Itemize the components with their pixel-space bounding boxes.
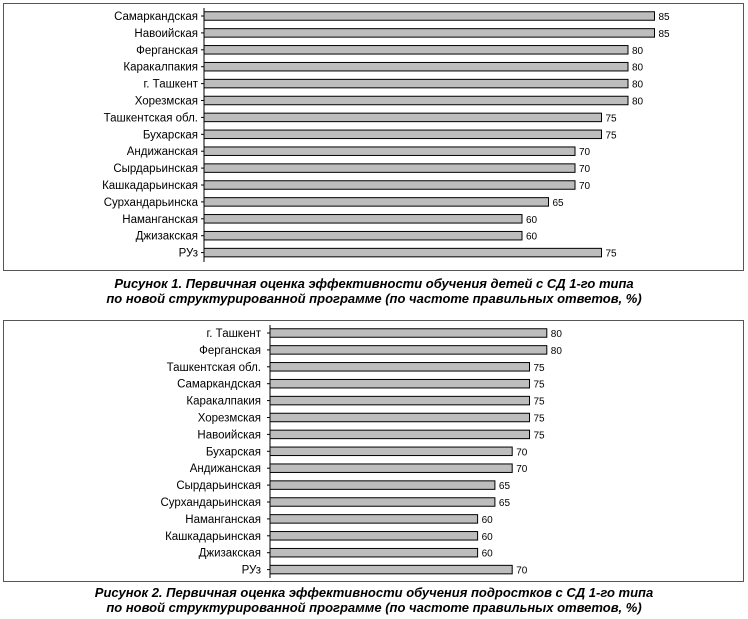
chart-2-caption-line-1: Рисунок 2. Первичная оценка эффективност… <box>94 585 654 600</box>
chart-2-bar <box>269 328 548 338</box>
chart-1-category-label: г. Ташкент <box>144 79 199 91</box>
chart-2-category-label: Самаркандская <box>177 379 261 391</box>
chart-1-category-label: Кашкадарьинская <box>102 180 198 192</box>
chart-1-value-label: 65 <box>553 198 565 209</box>
chart-2-bar <box>269 463 513 473</box>
chart-1-bar <box>203 230 523 241</box>
chart-2-bar <box>269 514 479 524</box>
chart-1-bar <box>203 112 602 123</box>
chart-1-category-label: Сурхандарьинска <box>104 197 199 209</box>
chart-1-bar <box>203 95 629 106</box>
chart-2-value-label: 65 <box>499 481 511 492</box>
chart-1-category-label: Самаркандская <box>114 11 198 23</box>
chart-2-category-label: Бухарская <box>206 446 261 458</box>
chart-2-category-label: Ташкентская обл. <box>167 362 261 374</box>
chart-2-category-label: Хорезмская <box>198 413 261 425</box>
chart-2-value-label: 75 <box>534 397 546 408</box>
chart-2-category-label: Андижанская <box>190 463 261 475</box>
chart-2-value-label: 75 <box>534 430 546 441</box>
chart-1-category-label: Ферганская <box>136 45 198 57</box>
chart-2-value-label: 70 <box>516 447 528 458</box>
chart-2-bar <box>269 547 479 558</box>
chart-2-value-label: 80 <box>551 346 563 357</box>
chart-1-category-label: Джизакская <box>136 231 198 243</box>
chart-1-caption: Рисунок 1. Первичная оценка эффективност… <box>0 276 748 306</box>
chart-2-bar <box>269 531 479 541</box>
chart-2-category-label: Ферганская <box>199 345 261 357</box>
chart-2-category-label: Сырдарьинская <box>176 480 261 492</box>
chart-1-value-label: 70 <box>579 164 591 175</box>
chart-1-caption-line-1: Рисунок 1. Первичная оценка эффективност… <box>114 276 634 291</box>
chart-2-bar <box>269 362 530 372</box>
chart-2-category-label: Сурхандарьинская <box>161 497 262 509</box>
chart-1-bar <box>203 214 523 224</box>
chart-1-caption-line-2: по новой структурированной программе (по… <box>106 291 642 306</box>
chart-2-category-label: Каракалпакия <box>186 396 261 408</box>
chart-2-value-label: 70 <box>516 566 528 577</box>
chart-2-bar <box>269 395 530 406</box>
chart-1-value-label: 60 <box>526 232 538 243</box>
chart-1-category-label: Сырдарьинская <box>113 163 198 175</box>
chart-1-bar <box>203 180 576 190</box>
chart-1-value-label: 85 <box>659 29 671 40</box>
chart-2-category-label: г. Ташкент <box>207 328 262 340</box>
chart-1-bar <box>203 163 576 173</box>
chart-1-value-label: 80 <box>632 63 644 74</box>
chart-2-category-label: Кашкадарьинская <box>165 531 261 543</box>
chart-2-value-label: 60 <box>482 515 494 526</box>
chart-2-value-label: 70 <box>516 464 528 475</box>
chart-2-bar <box>269 446 513 457</box>
chart-1-bar <box>203 129 602 140</box>
chart-2-caption: Рисунок 2. Первичная оценка эффективност… <box>0 585 748 615</box>
chart-2-category-label: Навоийская <box>197 429 261 441</box>
chart-1-bar <box>203 28 655 38</box>
chart-1-bar <box>203 146 576 156</box>
chart-1-category-label: Ташкентская обл. <box>104 112 198 124</box>
chart-1-value-label: 80 <box>632 80 644 91</box>
chart-1-bar <box>203 45 629 55</box>
chart-1-value-label: 75 <box>606 249 618 260</box>
chart-2-category-label: Джизакская <box>199 548 261 560</box>
chart-2-value-label: 80 <box>551 329 563 340</box>
chart-1-value-label: 70 <box>579 181 591 192</box>
chart-2-bar <box>269 480 496 490</box>
chart-1-category-label: Каракалпакия <box>123 62 198 74</box>
chart-2-value-label: 65 <box>499 498 511 509</box>
chart-2-value-label: 75 <box>534 363 546 374</box>
chart-2-value-label: 75 <box>534 414 546 425</box>
chart-1-value-label: 75 <box>606 113 618 124</box>
chart-1-bar <box>203 197 549 207</box>
chart-2-category-label: Наманганская <box>185 514 261 526</box>
chart-2-category-label: РУз <box>242 565 261 577</box>
chart-1-category-label: Наманганская <box>122 214 198 226</box>
chart-2-caption-line-2: по новой структурированной программе (по… <box>106 600 642 615</box>
chart-2-bar <box>269 564 513 575</box>
chart-1-category-label: РУз <box>179 248 198 260</box>
chart-1-value-label: 80 <box>632 97 644 108</box>
chart-2-bar <box>269 429 530 440</box>
chart-2-value-label: 60 <box>482 549 494 560</box>
chart-2-bar <box>269 345 548 355</box>
chart-1-category-label: Андижанская <box>127 146 198 158</box>
chart-2-value-label: 60 <box>482 532 494 543</box>
chart-1-value-label: 80 <box>632 46 644 57</box>
chart-1-category-label: Хорезмская <box>135 96 198 108</box>
chart-2-bar <box>269 412 530 423</box>
chart-2-value-label: 75 <box>534 380 546 391</box>
chart-2-bar <box>269 497 496 507</box>
chart-1-category-label: Навоийская <box>134 28 198 40</box>
chart-1-value-label: 70 <box>579 147 591 158</box>
chart-1-bar <box>203 247 602 258</box>
chart-2-bar <box>269 378 530 389</box>
chart-1-value-label: 75 <box>606 130 618 141</box>
chart-1-bar <box>203 11 655 21</box>
chart-1-value-label: 60 <box>526 215 538 226</box>
chart-1-bar <box>203 61 629 72</box>
chart-1-value-label: 85 <box>659 12 671 23</box>
chart-1-bar <box>203 78 629 89</box>
chart-1-category-label: Бухарская <box>143 129 198 141</box>
